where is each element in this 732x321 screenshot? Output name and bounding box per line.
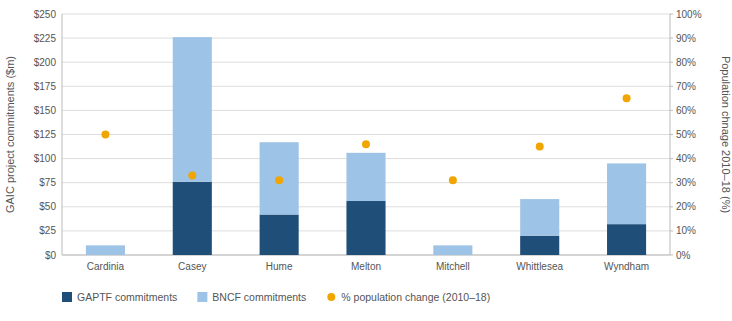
scatter-point (188, 171, 196, 179)
x-tick-label: Cardinia (87, 261, 125, 272)
scatter-point (623, 94, 631, 102)
x-tick-label: Wyndham (604, 261, 649, 272)
chart-container: $0 $25 $50 $75 $100 $125 $150 $175 $200 $225 $250 0… (0, 0, 732, 321)
bar-segment (346, 201, 385, 255)
x-tick-label: Casey (178, 261, 206, 272)
y2-tick-label: 80% (676, 57, 696, 68)
x-tick-label: Hume (266, 261, 293, 272)
scatter-point (536, 143, 544, 151)
y2-tick-label: 30% (676, 177, 696, 188)
y2-tick-label: 60% (676, 105, 696, 116)
y-axis-label: GAIC project commitments ($m) (4, 56, 16, 213)
bar-segment (173, 182, 212, 255)
grid (62, 14, 670, 255)
legend-label: GAPTF commitments (77, 291, 177, 303)
chart-svg: $0 $25 $50 $75 $100 $125 $150 $175 $200 $225 $250 0… (0, 0, 732, 321)
bar-segment (520, 236, 559, 255)
legend-label: BNCF commitments (212, 291, 306, 303)
y-tick-label: $0 (45, 250, 57, 261)
y2-tick-label: 50% (676, 129, 696, 140)
legend-label: % population change (2010–18) (341, 291, 490, 303)
x-tick-label: Melton (351, 261, 381, 272)
y-tick-label: $50 (39, 201, 56, 212)
scatter-point (275, 176, 283, 184)
bar-segment (86, 245, 125, 255)
y-tick-label: $150 (34, 105, 57, 116)
y2-tick-label: 70% (676, 81, 696, 92)
grid-line (62, 14, 670, 15)
y-tick-label: $200 (34, 57, 57, 68)
bar-segment (260, 142, 299, 214)
y-tick-label: $250 (34, 9, 57, 20)
y2-tick-label: 0% (676, 250, 691, 261)
bar-segment (607, 163, 646, 224)
y2-axis-line (670, 14, 671, 255)
grid-line (62, 86, 670, 87)
legend-swatch (197, 292, 207, 302)
bar-segment (346, 153, 385, 201)
scatter-point (362, 140, 370, 148)
grid-line (62, 110, 670, 111)
y-axis-line (62, 14, 63, 255)
y-tick-label: $225 (34, 33, 57, 44)
bar-segment (433, 245, 472, 255)
legend-swatch (62, 292, 72, 302)
y2-tick-label: 10% (676, 225, 696, 236)
bar-segment (173, 37, 212, 182)
grid-line (62, 134, 670, 135)
bar-segment (260, 215, 299, 255)
y-tick-label: $25 (39, 225, 56, 236)
scatter-point (449, 176, 457, 184)
grid-line (62, 62, 670, 63)
y-tick-label: $75 (39, 177, 56, 188)
x-tick-label: Mitchell (436, 261, 470, 272)
grid-line (62, 38, 670, 39)
marks (86, 37, 646, 255)
scatter-point (101, 131, 109, 139)
y-tick-label: $100 (34, 153, 57, 164)
y2-tick-label: 90% (676, 33, 696, 44)
y2-tick-label: 100% (676, 9, 702, 20)
legend-swatch (327, 293, 335, 301)
y2-tick-label: 20% (676, 201, 696, 212)
y-tick-label: $175 (34, 81, 57, 92)
y-tick-label: $125 (34, 129, 57, 140)
x-tick-label: Whittlesea (516, 261, 563, 272)
bar-segment (520, 199, 559, 236)
y2-axis-label: Population chnage 2010–18 (%) (720, 56, 732, 213)
legend: GAPTF commitments BNCF commitments % popul… (62, 291, 490, 303)
bar-segment (607, 224, 646, 255)
y2-tick-label: 40% (676, 153, 696, 164)
